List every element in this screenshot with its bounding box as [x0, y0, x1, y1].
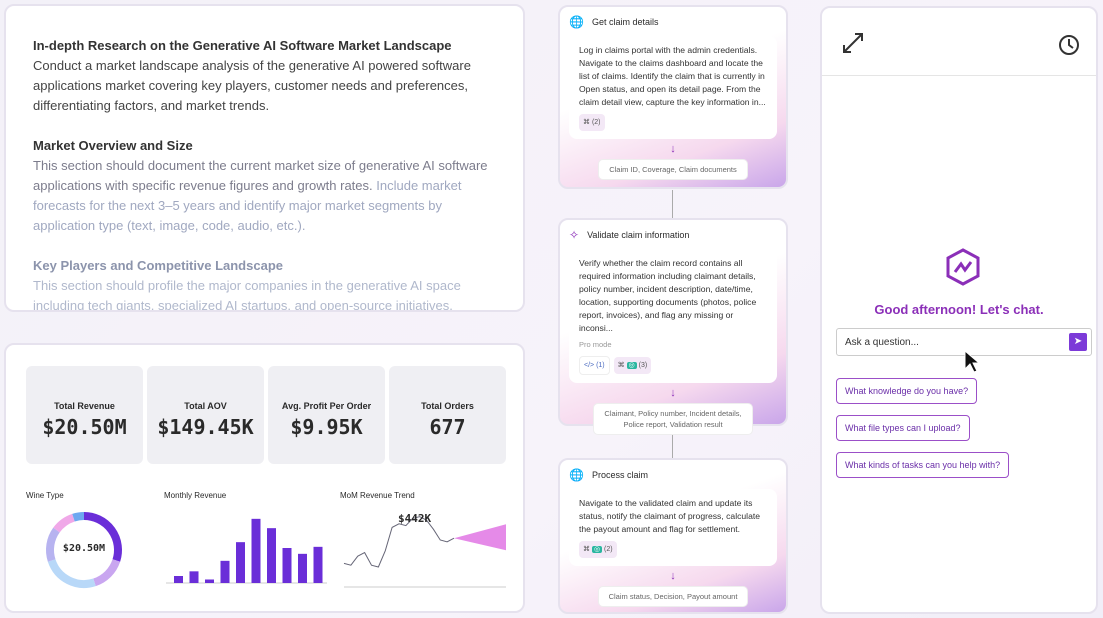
suggestion-button[interactable]: What knowledge do you have? [836, 378, 978, 404]
bar [236, 542, 245, 583]
donut-slice [93, 559, 121, 587]
forecast-band [454, 524, 506, 551]
wine-type-donut [46, 512, 122, 588]
bar [189, 571, 199, 583]
pro-mode-label: Pro mode [579, 340, 612, 349]
tool-tag[interactable]: ⌘ ◎ (3) [613, 357, 652, 374]
ask-placeholder: Ask a question... [845, 337, 919, 348]
donut-slice [47, 559, 96, 588]
sparkle-icon: ✧ [569, 228, 580, 242]
kpi-total-aov: Total AOV $149.45K [147, 366, 264, 464]
kpi-total-orders: Total Orders 677 [389, 366, 506, 464]
tool-tag[interactable]: ⌘ (2) [579, 114, 605, 131]
bar [174, 576, 183, 583]
flow-step-validate-claim[interactable]: ✧ Validate claim information Verify wheth… [558, 218, 788, 435]
globe-icon: 🌐 [569, 468, 584, 482]
section-heading: Key Players and Competitive Landscape [33, 258, 283, 273]
sales-dashboard: Total Revenue $20.50M Total AOV $149.45K A… [4, 343, 525, 613]
donut-slice [83, 512, 122, 562]
arrow-down-icon: ↓ [670, 143, 676, 155]
step-title: Get claim details [591, 17, 659, 27]
doc-intro: Conduct a market landscape analysis of t… [33, 58, 471, 113]
suggestion-button[interactable]: What file types can I upload? [836, 415, 970, 441]
greeting: Good afternoon! Let's chat. [874, 302, 1044, 317]
flow-connector [672, 190, 673, 218]
mouse-cursor-icon [964, 350, 980, 373]
suggestion-button[interactable]: What kinds of tasks can you help with? [836, 452, 1010, 478]
code-tag[interactable]: </> (1) [579, 356, 610, 375]
chat-panel: Good afternoon! Let's chat. Ask a questi… [820, 6, 1098, 614]
bar [251, 518, 261, 583]
trend-line [343, 516, 455, 568]
trend-annotation: $442K [398, 512, 432, 525]
expand-icon[interactable] [842, 32, 864, 54]
section-text: This section should document the current… [33, 158, 488, 193]
kpi-value: $149.45K [157, 415, 254, 439]
bar [205, 579, 214, 583]
flow-step-get-claim-details[interactable]: 🌐 Get claim details Log in claims portal … [558, 5, 788, 189]
kpi-value: $9.95K [290, 415, 363, 439]
monthly-revenue-chart [166, 518, 327, 584]
bar [282, 548, 292, 583]
tool-tag[interactable]: ⌘ ◎ (2) [579, 541, 617, 558]
donut-center-label: $20.50M [62, 543, 106, 554]
tag-count: (2) [591, 119, 601, 126]
kpi-total-revenue: Total Revenue $20.50M [26, 366, 143, 464]
kpi-label: Total AOV [184, 401, 227, 411]
tag-count: (2) [604, 546, 613, 553]
section-text: This section should profile the major co… [33, 278, 461, 312]
kpi-value: 677 [429, 415, 466, 439]
donut-slice [72, 512, 85, 522]
step-body: Verify whether the claim record contains… [579, 258, 757, 333]
globe-icon: 🌐 [569, 15, 584, 29]
step-output: Claim status, Decision, Payout amount [597, 586, 749, 607]
bar [267, 528, 276, 583]
assistant-logo-icon [946, 248, 980, 286]
section-key-players: Key Players and Competitive Landscape Th… [33, 256, 496, 312]
bar [220, 560, 230, 583]
kpi-label: Avg. Profit Per Order [281, 401, 372, 411]
flow-connector [672, 426, 673, 458]
ask-input[interactable]: Ask a question... ➤ [836, 328, 1092, 356]
section-text: Include market forecasts for the next 3–… [33, 178, 462, 233]
chart-title: Wine Type [26, 491, 64, 500]
donut-slice [46, 527, 60, 562]
history-icon[interactable] [1058, 34, 1080, 56]
kpi-avg-profit: Avg. Profit Per Order $9.95K [268, 366, 385, 464]
arrow-down-icon: ↓ [670, 570, 676, 582]
step-body: Log in claims portal with the admin cred… [579, 45, 766, 107]
kpi-label: Total Orders [421, 401, 474, 411]
step-output: Claimant, Policy number, Incident detail… [593, 403, 753, 435]
section-heading: Market Overview and Size [33, 138, 193, 153]
tag-count: (1) [596, 362, 605, 369]
step-title: Validate claim information [587, 230, 690, 240]
tag-count: (3) [638, 362, 648, 369]
chart-title: Monthly Revenue [164, 491, 227, 500]
step-body: Navigate to the validated claim and upda… [579, 498, 761, 534]
flow-step-process-claim[interactable]: 🌐 Process claim Navigate to the validated… [558, 458, 788, 614]
bar [298, 553, 307, 583]
section-market-overview: Market Overview and Size This section sh… [33, 136, 496, 236]
arrow-down-icon: ↓ [670, 387, 676, 399]
doc-title: In-depth Research on the Generative AI S… [33, 38, 452, 53]
bar [313, 546, 323, 583]
kpi-value: $20.50M [42, 415, 127, 439]
kpi-label: Total Revenue [54, 401, 115, 411]
chart-title: MoM Revenue Trend [340, 491, 415, 500]
donut-slice [53, 513, 75, 533]
research-document: In-depth Research on the Generative AI S… [4, 4, 525, 312]
send-button[interactable]: ➤ [1069, 333, 1087, 351]
step-output: Claim ID, Coverage, Claim documents [598, 159, 748, 180]
step-title: Process claim [591, 470, 648, 480]
mom-revenue-trend-chart [343, 516, 506, 588]
